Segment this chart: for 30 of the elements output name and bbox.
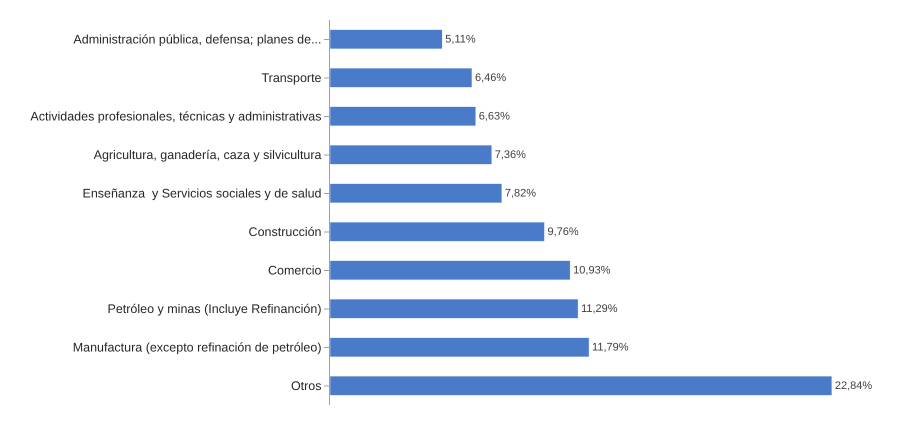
bar: [330, 29, 443, 50]
bar: [330, 68, 472, 88]
bar: [330, 376, 832, 396]
bar: [330, 337, 590, 358]
y-tick-label: Comercio: [268, 264, 322, 278]
data-label: 9,76%: [547, 226, 579, 238]
data-label: 7,36%: [494, 148, 526, 161]
y-tick-label: Actividades profesionales, técnicas y administrativas: [30, 110, 322, 124]
bar: [330, 183, 502, 204]
y-tick-label: Transporte: [262, 71, 322, 86]
bar: [330, 298, 578, 319]
y-tick-label: Agricultura, ganadería, caza y silvicultura: [94, 148, 322, 162]
data-label: 11,79%: [592, 341, 629, 354]
y-tick-label: Otros: [290, 379, 322, 394]
bar: [330, 106, 476, 126]
y-tick-label: Petróleo y minas (Incluye Refinanción): [108, 302, 322, 316]
data-label: 7,82%: [504, 187, 536, 200]
bar: [330, 260, 570, 280]
bar: [330, 222, 545, 242]
data-label: 22,84%: [834, 380, 872, 392]
y-tick-label: Construcción: [248, 225, 322, 240]
bar: [330, 144, 492, 165]
data-label: 10,93%: [573, 264, 611, 276]
data-label: 5,11%: [445, 33, 476, 46]
y-tick-label: Administración pública, defensa; planes de...: [73, 32, 322, 47]
y-tick-label: Enseñanza y Servicios sociales y de salud: [82, 186, 322, 201]
data-label: 11,29%: [581, 302, 618, 315]
y-tick-label: Manufactura (excepto refinación de petróleo): [72, 340, 322, 355]
data-label: 6,46%: [474, 72, 506, 84]
data-label: 6,63%: [478, 110, 510, 122]
